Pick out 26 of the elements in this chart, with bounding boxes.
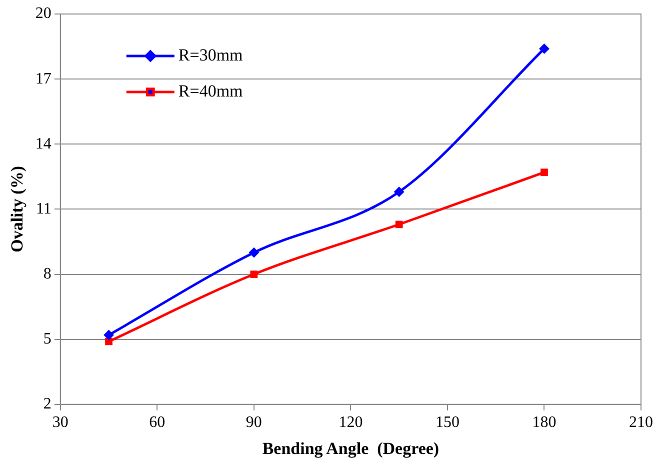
- y-tick-label: 2: [43, 396, 52, 413]
- x-axis-title: Bending Angle (Degree): [262, 439, 440, 458]
- point: [104, 330, 114, 340]
- point: [250, 270, 258, 278]
- y-tick-label: 11: [36, 200, 52, 218]
- y-tick-label: 14: [35, 135, 52, 152]
- point: [540, 168, 548, 176]
- y-axis-title: Ovality (%): [8, 166, 27, 252]
- y-tick-label: 20: [35, 5, 52, 22]
- point: [248, 248, 259, 258]
- x-tick-label: 120: [338, 414, 363, 432]
- legend-label: R=40mm: [178, 81, 243, 100]
- point: [539, 44, 550, 54]
- point: [395, 220, 403, 228]
- y-tick-label: 5: [43, 330, 52, 348]
- x-tick-label: 150: [435, 414, 460, 432]
- y-tick-label: 8: [43, 265, 52, 282]
- x-tick-label: 210: [629, 414, 653, 432]
- point: [394, 186, 404, 197]
- y-tick-label: 17: [35, 70, 52, 88]
- legend-label: R=30mm: [178, 45, 243, 64]
- x-tick-label: 90: [246, 414, 262, 432]
- x-tick-label: 30: [52, 414, 68, 432]
- x-tick-label: 60: [149, 414, 166, 432]
- point: [105, 338, 112, 346]
- x-tick-label: 180: [532, 414, 556, 432]
